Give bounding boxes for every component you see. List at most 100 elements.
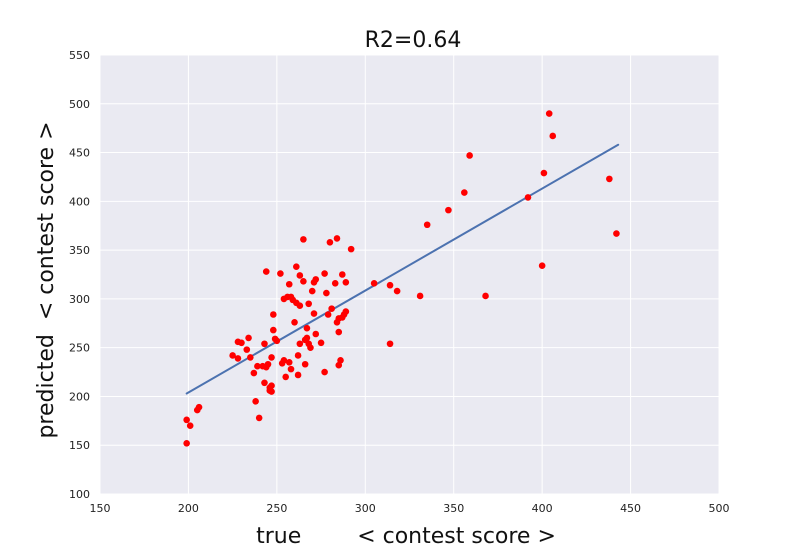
y-tick-label: 300	[69, 293, 90, 306]
data-point	[268, 354, 275, 361]
data-point	[277, 270, 284, 277]
data-point	[280, 357, 288, 364]
data-point	[370, 279, 378, 287]
data-point	[303, 324, 311, 332]
data-point	[270, 311, 277, 318]
plot-area	[100, 55, 719, 494]
data-point	[282, 373, 290, 381]
grid-lines	[99, 54, 720, 495]
data-point	[293, 263, 300, 270]
chart-title: R2=0.64	[365, 28, 462, 53]
data-point	[291, 319, 298, 326]
data-point	[338, 271, 346, 278]
data-point	[466, 152, 473, 159]
data-point	[229, 352, 236, 359]
data-point	[326, 239, 334, 246]
data-point	[549, 132, 557, 140]
y-tick-label: 150	[69, 439, 90, 452]
data-point	[247, 354, 254, 361]
x-tick-label: 200	[178, 502, 199, 515]
data-point	[335, 328, 343, 336]
data-point	[445, 206, 452, 214]
fit-line	[185, 143, 620, 395]
data-point	[296, 302, 304, 310]
y-tick-label: 250	[69, 342, 90, 355]
data-point	[264, 360, 272, 368]
data-point	[287, 365, 295, 373]
data-point	[285, 280, 293, 288]
data-point	[268, 382, 275, 390]
data-point	[238, 339, 245, 347]
data-point	[250, 369, 258, 377]
y-tick-label: 550	[69, 49, 90, 62]
data-point	[308, 287, 316, 295]
data-point	[323, 289, 330, 297]
data-point	[300, 236, 307, 243]
data-point	[273, 337, 281, 345]
data-point	[342, 279, 350, 286]
data-point	[342, 308, 350, 315]
data-point	[300, 278, 307, 285]
data-point	[254, 362, 261, 370]
data-point	[324, 311, 332, 318]
data-point	[328, 305, 335, 312]
data-point	[386, 281, 394, 289]
data-point	[255, 414, 263, 422]
data-point	[613, 230, 620, 237]
y-tick-label: 350	[69, 244, 90, 257]
y-tick-labels: 100 150 200 250 300 350 400 450 500 550	[69, 49, 90, 501]
data-point	[482, 292, 489, 300]
fit-line-layer	[185, 143, 620, 395]
x-tick-label: 450	[620, 502, 641, 515]
data-point	[296, 272, 304, 279]
data-point	[285, 359, 293, 366]
x-tick-label: 400	[532, 502, 553, 515]
y-axis-label: predicted < contest score >	[34, 121, 59, 438]
x-tick-label: 350	[443, 502, 464, 515]
data-point	[303, 334, 311, 342]
data-point	[305, 300, 312, 308]
data-point	[183, 416, 190, 424]
data-point	[294, 352, 302, 359]
data-point	[195, 403, 203, 411]
data-point	[333, 235, 341, 242]
data-point	[261, 340, 268, 348]
data-points	[183, 110, 620, 447]
y-tick-label: 500	[69, 98, 90, 111]
data-point	[416, 292, 424, 300]
data-point	[183, 439, 190, 447]
data-point	[606, 175, 613, 183]
data-point	[393, 287, 401, 295]
data-point	[294, 371, 302, 379]
data-point	[461, 189, 468, 196]
data-point	[270, 326, 277, 334]
y-tick-label: 100	[69, 488, 90, 501]
data-point	[234, 355, 242, 362]
data-point	[268, 388, 275, 395]
data-point	[321, 270, 328, 277]
data-point	[296, 340, 304, 348]
data-point	[317, 339, 325, 347]
data-point	[252, 398, 259, 405]
data-point	[524, 194, 532, 201]
data-point	[347, 245, 355, 253]
data-point	[337, 357, 344, 364]
data-point	[186, 422, 194, 430]
y-tick-label: 200	[69, 390, 90, 403]
data-point	[321, 368, 328, 376]
x-tick-label: 250	[266, 502, 287, 515]
y-tick-label: 450	[69, 147, 90, 160]
data-point	[423, 221, 431, 229]
data-point	[243, 346, 251, 353]
data-point	[307, 344, 314, 351]
data-point	[312, 276, 320, 283]
y-tick-label: 400	[69, 195, 90, 208]
data-point	[545, 110, 553, 117]
x-axis-label: true < contest score >	[256, 524, 556, 549]
data-point	[310, 310, 318, 317]
x-tick-label: 300	[355, 502, 376, 515]
x-tick-label: 500	[709, 502, 730, 515]
data-point	[331, 279, 339, 287]
data-point	[261, 379, 268, 387]
